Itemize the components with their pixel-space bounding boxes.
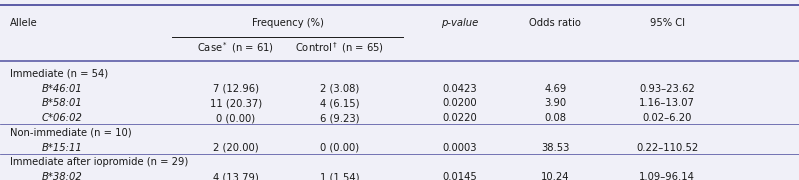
Text: 1.16–13.07: 1.16–13.07 bbox=[639, 98, 695, 108]
Text: 0.22–110.52: 0.22–110.52 bbox=[636, 143, 698, 153]
Text: Case$^*$ (n = 61): Case$^*$ (n = 61) bbox=[197, 40, 274, 55]
Text: B*38:02: B*38:02 bbox=[42, 172, 82, 180]
Text: 2 (20.00): 2 (20.00) bbox=[213, 143, 259, 153]
Text: 4.69: 4.69 bbox=[544, 84, 566, 94]
Text: 0.0423: 0.0423 bbox=[442, 84, 477, 94]
Text: Immediate after iopromide (n = 29): Immediate after iopromide (n = 29) bbox=[10, 157, 188, 167]
Text: 7 (12.96): 7 (12.96) bbox=[213, 84, 259, 94]
Text: 0.0145: 0.0145 bbox=[442, 172, 477, 180]
Text: 0.0003: 0.0003 bbox=[442, 143, 477, 153]
Text: 0.0220: 0.0220 bbox=[442, 113, 477, 123]
Text: 1.09–96.14: 1.09–96.14 bbox=[639, 172, 695, 180]
Text: B*15:11: B*15:11 bbox=[42, 143, 82, 153]
Text: 0 (0.00): 0 (0.00) bbox=[320, 143, 359, 153]
Text: 10.24: 10.24 bbox=[541, 172, 570, 180]
Text: 0.0200: 0.0200 bbox=[442, 98, 477, 108]
Text: B*46:01: B*46:01 bbox=[42, 84, 82, 94]
Text: 0.02–6.20: 0.02–6.20 bbox=[642, 113, 692, 123]
Text: Non-immediate (n = 10): Non-immediate (n = 10) bbox=[10, 128, 131, 138]
Text: C*06:02: C*06:02 bbox=[42, 113, 82, 123]
Text: Control$^\dagger$ (n = 65): Control$^\dagger$ (n = 65) bbox=[295, 40, 384, 55]
Text: 0.08: 0.08 bbox=[544, 113, 566, 123]
Text: Immediate (n = 54): Immediate (n = 54) bbox=[10, 69, 108, 79]
Text: 95% CI: 95% CI bbox=[650, 17, 685, 28]
Text: 1 (1.54): 1 (1.54) bbox=[320, 172, 360, 180]
Text: Allele: Allele bbox=[10, 17, 38, 28]
Text: 3.90: 3.90 bbox=[544, 98, 566, 108]
Text: 2 (3.08): 2 (3.08) bbox=[320, 84, 360, 94]
Text: 4 (6.15): 4 (6.15) bbox=[320, 98, 360, 108]
Text: 4 (13.79): 4 (13.79) bbox=[213, 172, 259, 180]
Text: 6 (9.23): 6 (9.23) bbox=[320, 113, 360, 123]
Text: p-value: p-value bbox=[441, 17, 478, 28]
Text: Frequency (%): Frequency (%) bbox=[252, 17, 324, 28]
Text: B*58:01: B*58:01 bbox=[42, 98, 82, 108]
Text: 11 (20.37): 11 (20.37) bbox=[209, 98, 262, 108]
Text: 0.93–23.62: 0.93–23.62 bbox=[639, 84, 695, 94]
Text: 38.53: 38.53 bbox=[541, 143, 570, 153]
Text: Odds ratio: Odds ratio bbox=[530, 17, 581, 28]
Text: 0 (0.00): 0 (0.00) bbox=[217, 113, 255, 123]
